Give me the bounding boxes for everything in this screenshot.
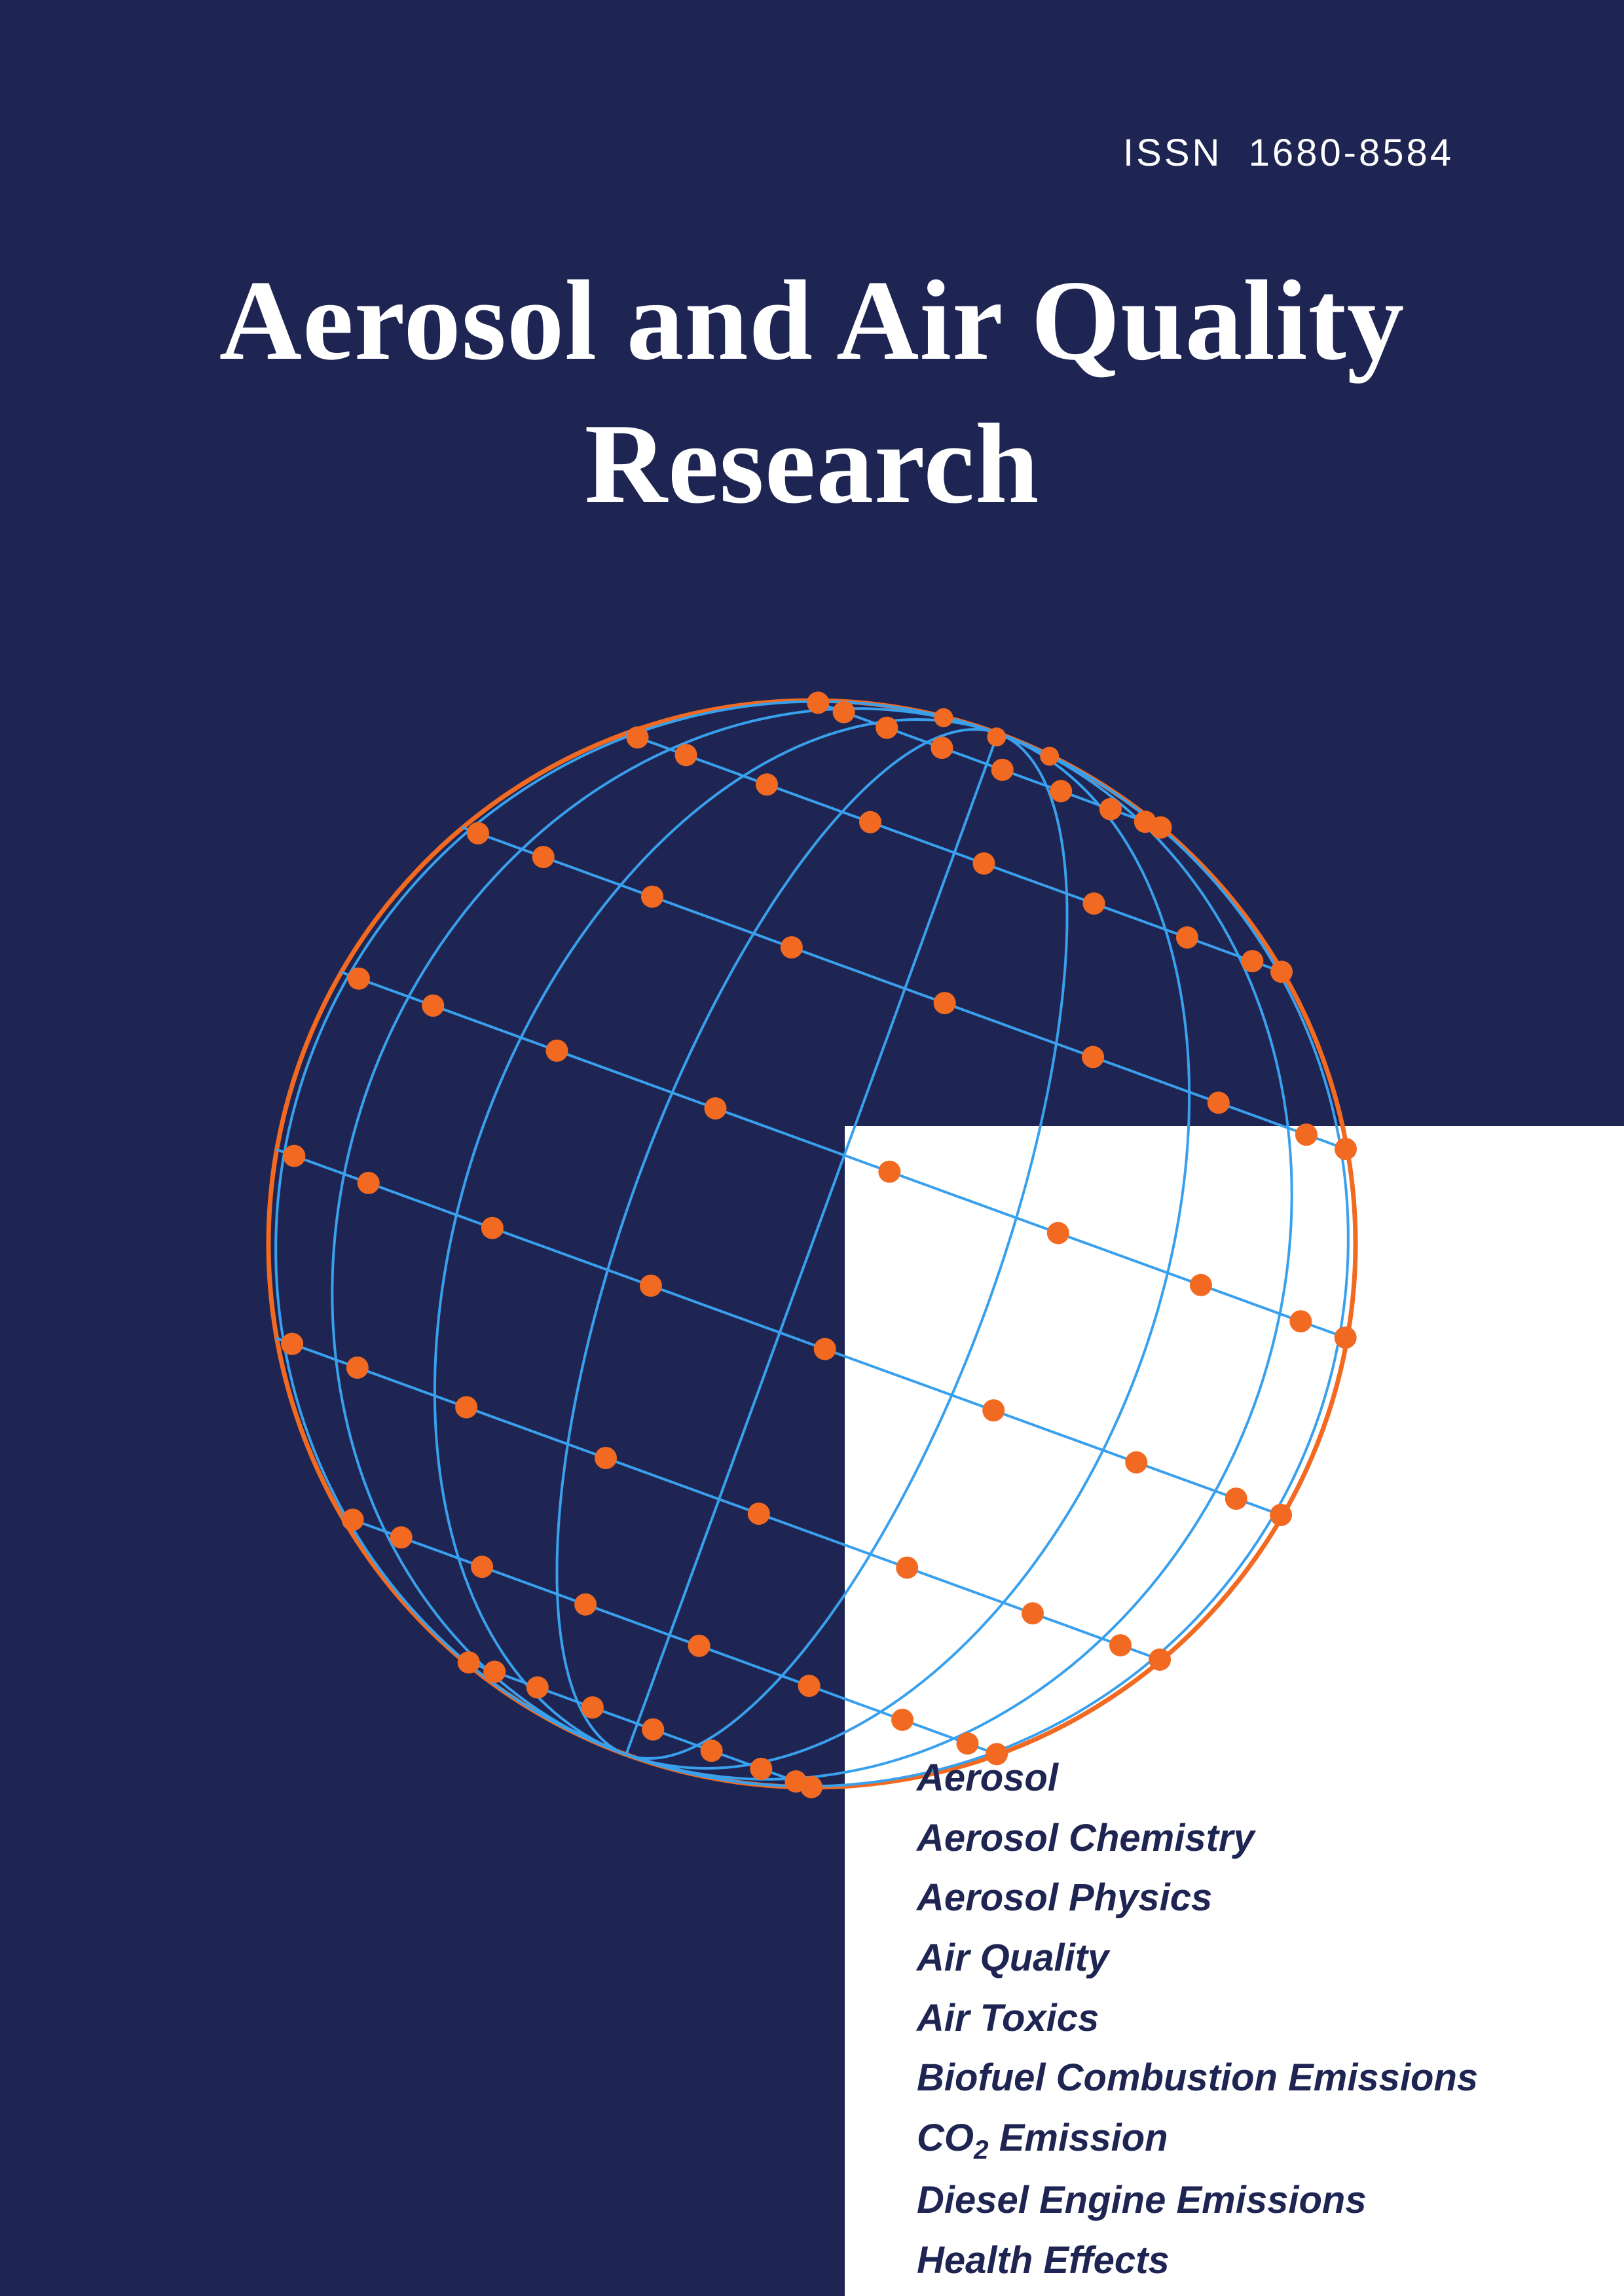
issn-line: ISSN 1680-8584 [1123,131,1454,175]
topic-item: CO2 Emission [917,2108,1478,2171]
issn-value: 1680-8584 [1249,132,1454,174]
topic-item: Aerosol Physics [917,1868,1478,1928]
topic-item: Indoor Air Quality [917,2291,1478,2296]
title-line-1: Aerosol and Air Quality [219,257,1405,384]
topic-item: Biofuel Combustion Emissions [917,2048,1478,2108]
title-line-2: Research [585,400,1040,527]
topic-item: Diesel Engine Emissions [917,2170,1478,2231]
journal-cover: ISSN 1680-8584 Aerosol and Air Quality R… [0,0,1624,2296]
topics-list: AerosolAerosol ChemistryAerosol PhysicsA… [917,1748,1478,2296]
issn-label: ISSN [1123,132,1222,174]
topic-item: Health Effects [917,2231,1478,2291]
globe-graphic [255,687,1369,1800]
globe-svg [255,687,1369,1800]
topic-item: Aerosol Chemistry [917,1808,1478,1868]
topic-item: Air Toxics [917,1988,1478,2049]
topic-item: Aerosol [917,1748,1478,1808]
topic-item: Air Quality [917,1928,1478,1988]
journal-title: Aerosol and Air Quality Research [0,249,1624,536]
